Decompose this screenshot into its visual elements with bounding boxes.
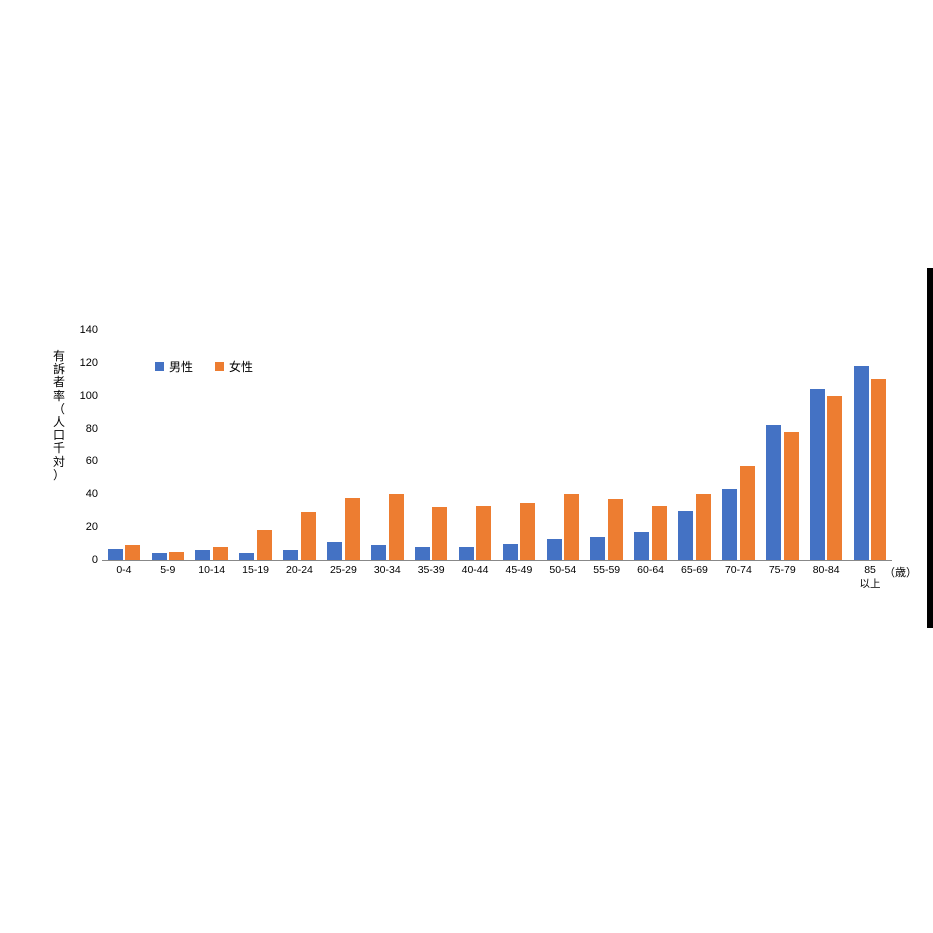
- bar-group: 45-49: [497, 330, 541, 560]
- bar: [740, 466, 755, 560]
- y-tick: 100: [80, 390, 102, 402]
- y-tick: 20: [86, 521, 102, 533]
- bar: [195, 550, 210, 560]
- bar: [257, 530, 272, 560]
- bar-group: 35-39: [409, 330, 453, 560]
- bar: [652, 506, 667, 560]
- y-tick: 140: [80, 324, 102, 336]
- x-tick-label: 40-44: [453, 560, 497, 576]
- bar-group: 80-84: [804, 330, 848, 560]
- bar: [696, 494, 711, 560]
- x-tick-label: 75-79: [760, 560, 804, 576]
- x-tick-label: 70-74: [716, 560, 760, 576]
- x-tick-label: 25-29: [321, 560, 365, 576]
- bar-group: 0-4: [102, 330, 146, 560]
- bar-group: 75-79: [760, 330, 804, 560]
- bar: [520, 503, 535, 561]
- x-tick-label: 10-14: [190, 560, 234, 576]
- bar: [854, 366, 869, 560]
- x-tick-label: 30-34: [365, 560, 409, 576]
- bar-group: 70-74: [716, 330, 760, 560]
- bar: [301, 512, 316, 560]
- bar: [766, 425, 781, 560]
- x-tick-label: 50-54: [541, 560, 585, 576]
- bar: [678, 511, 693, 560]
- y-tick: 120: [80, 357, 102, 369]
- chart: 有訴者率（人口千対） 男性女性 （歳） 0204060801001201400-…: [40, 320, 910, 610]
- bar: [125, 545, 140, 560]
- bar: [283, 550, 298, 560]
- page: 有訴者率（人口千対） 男性女性 （歳） 0204060801001201400-…: [0, 0, 933, 933]
- bar: [784, 432, 799, 560]
- bar: [608, 499, 623, 560]
- bar-group: 60-64: [629, 330, 673, 560]
- bar: [590, 537, 605, 560]
- bar: [345, 498, 360, 560]
- x-tick-label: 80-84: [804, 560, 848, 576]
- x-tick-label: 85以上: [848, 560, 892, 591]
- bar: [564, 494, 579, 560]
- bar: [459, 547, 474, 560]
- x-tick-label: 55-59: [585, 560, 629, 576]
- bar: [476, 506, 491, 560]
- bar: [389, 494, 404, 560]
- bar: [169, 552, 184, 560]
- bar-group: 85以上: [848, 330, 892, 560]
- y-tick: 80: [86, 423, 102, 435]
- bar: [547, 539, 562, 560]
- plot-area: （歳） 0204060801001201400-45-910-1415-1920…: [102, 330, 892, 561]
- x-tick-label: 45-49: [497, 560, 541, 576]
- bar-group: 20-24: [278, 330, 322, 560]
- x-tick-label: 20-24: [278, 560, 322, 576]
- y-axis-label: 有訴者率（人口千対）: [50, 350, 68, 482]
- x-tick-label: 5-9: [146, 560, 190, 576]
- bar: [371, 545, 386, 560]
- bar-group: 25-29: [321, 330, 365, 560]
- bar-group: 55-59: [585, 330, 629, 560]
- y-tick: 60: [86, 455, 102, 467]
- bar-group: 50-54: [541, 330, 585, 560]
- y-tick: 0: [92, 554, 102, 566]
- x-tick-label: 35-39: [409, 560, 453, 576]
- bar: [415, 547, 430, 560]
- x-tick-label: 15-19: [234, 560, 278, 576]
- bar-group: 5-9: [146, 330, 190, 560]
- bar-group: 15-19: [234, 330, 278, 560]
- bar-group: 30-34: [365, 330, 409, 560]
- bar: [503, 544, 518, 560]
- y-tick: 40: [86, 488, 102, 500]
- bar: [810, 389, 825, 560]
- x-tick-label: 0-4: [102, 560, 146, 576]
- bar: [213, 547, 228, 560]
- bar-group: 10-14: [190, 330, 234, 560]
- bar: [327, 542, 342, 560]
- bar: [108, 549, 123, 561]
- x-tick-label: 60-64: [629, 560, 673, 576]
- bar-group: 40-44: [453, 330, 497, 560]
- bar: [432, 507, 447, 560]
- bar: [722, 489, 737, 560]
- bar: [634, 532, 649, 560]
- bar: [871, 379, 886, 560]
- x-tick-label: 65-69: [673, 560, 717, 576]
- right-border-strip: [927, 268, 933, 628]
- bar: [827, 396, 842, 560]
- bar-group: 65-69: [673, 330, 717, 560]
